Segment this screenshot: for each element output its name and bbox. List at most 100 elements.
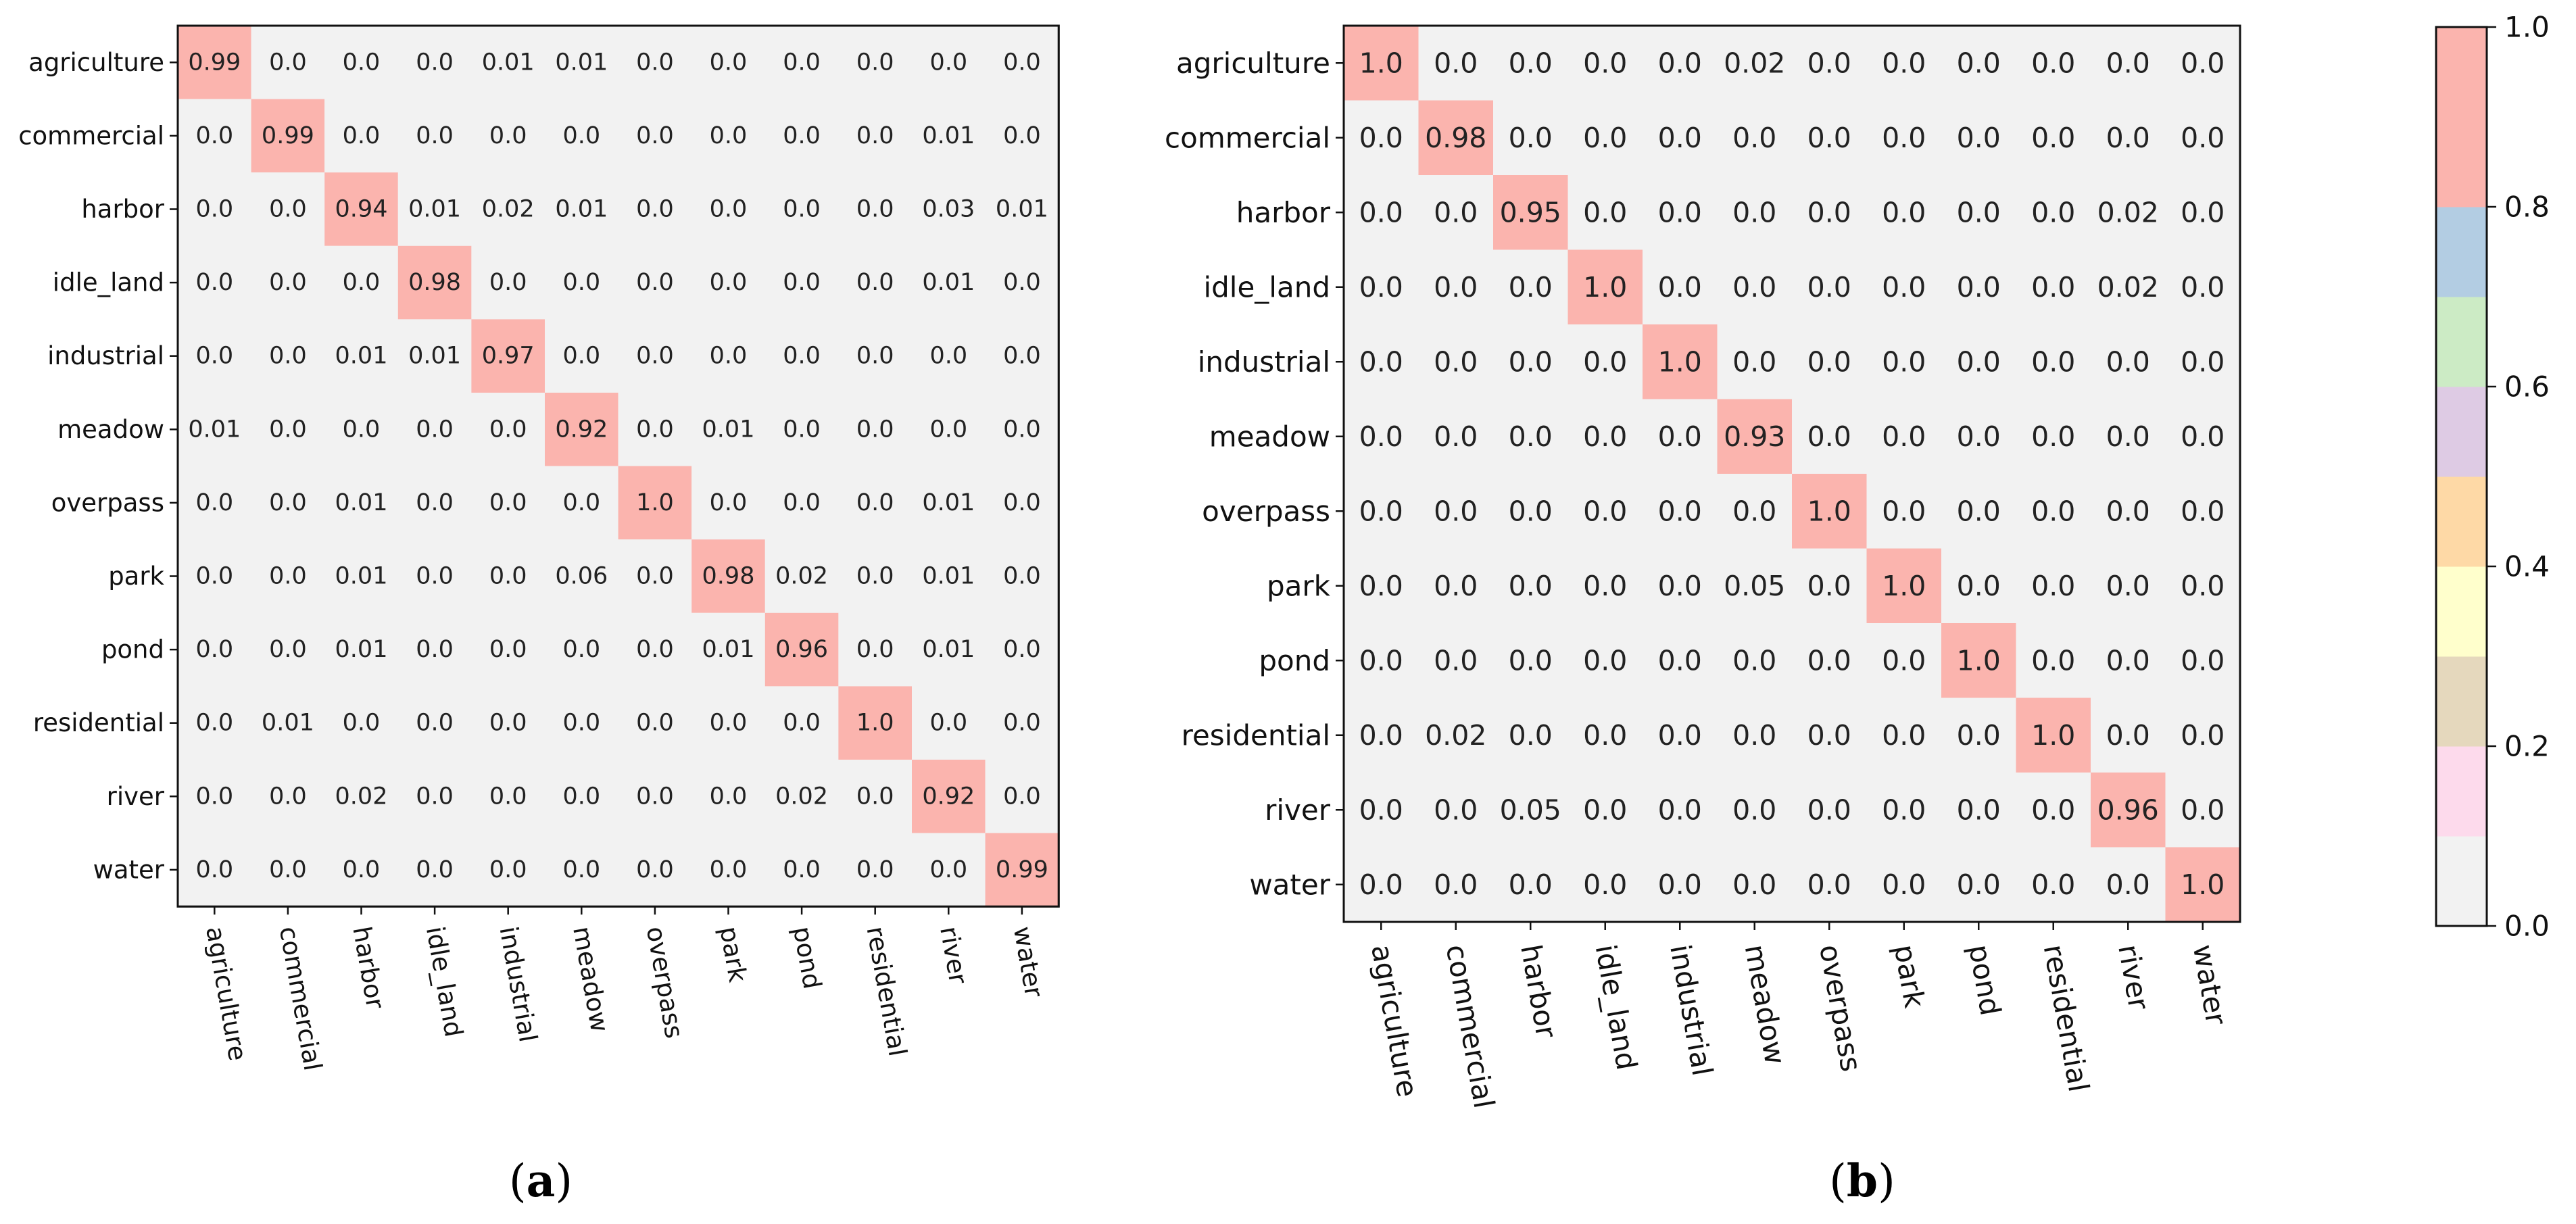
heatmap-cell (1344, 26, 1419, 101)
heatmap-cell (1866, 548, 1941, 623)
row-label: overpass (1202, 495, 1330, 528)
heatmap-cell-value: 0.0 (2031, 495, 2075, 527)
heatmap-cell (691, 393, 765, 466)
row-label: park (108, 562, 164, 591)
heatmap-cell (178, 319, 251, 393)
heatmap-cell-value: 0.0 (1003, 122, 1041, 149)
colorbar-band (2436, 566, 2487, 657)
heatmap-cell (691, 686, 765, 760)
heatmap-cell (2165, 249, 2240, 324)
heatmap-cell-value: 0.0 (1509, 420, 1553, 453)
heatmap-cell-value: 0.0 (2031, 570, 2075, 602)
colorbar-tick-label: 0.6 (2504, 370, 2550, 403)
heatmap-cell-value: 0.03 (922, 196, 975, 223)
heatmap-cell-value: 0.0 (1509, 644, 1553, 677)
heatmap-cell-value: 0.0 (1583, 644, 1627, 677)
heatmap-cell (178, 26, 251, 99)
heatmap-cell (1418, 697, 1493, 773)
heatmap-cell (764, 26, 839, 99)
heatmap-cell (1344, 623, 1419, 698)
heatmap-cell (1941, 623, 2016, 698)
heatmap-cell-value: 0.0 (1882, 719, 1926, 752)
heatmap-cell (1568, 399, 1643, 474)
heatmap-cell-value: 0.0 (783, 856, 821, 883)
heatmap-cell (1493, 847, 1568, 922)
heatmap-cell-value: 0.05 (1724, 570, 1785, 602)
heatmap-cell (471, 466, 545, 540)
caption-close-paren: ) (555, 1155, 573, 1207)
heatmap-cell (838, 393, 912, 466)
heatmap-cell (2091, 249, 2166, 324)
heatmap-cell (2016, 697, 2091, 773)
heatmap-cell-value: 0.0 (1957, 420, 2001, 453)
heatmap-cell-value: 0.01 (922, 269, 975, 296)
heatmap-cell (397, 172, 472, 246)
heatmap-cell-value: 1.0 (636, 489, 674, 516)
heatmap-cell (324, 539, 398, 613)
heatmap-cell (1493, 399, 1568, 474)
heatmap-cell (912, 26, 986, 99)
heatmap-cell (397, 319, 472, 393)
heatmap-cell-value: 0.99 (188, 49, 241, 76)
colorbar-band (2436, 27, 2487, 118)
heatmap-cell-value: 0.0 (489, 563, 527, 590)
heatmap-cell (251, 686, 325, 760)
heatmap-cell (545, 99, 618, 173)
heatmap-cell-value: 0.0 (1583, 719, 1627, 752)
heatmap-cell (397, 612, 472, 687)
heatmap-cell (1941, 474, 2016, 549)
heatmap-cell-value: 0.0 (856, 49, 894, 76)
heatmap-cell-value: 0.0 (269, 49, 307, 76)
heatmap-cell (1941, 249, 2016, 324)
heatmap-cell (1344, 847, 1419, 922)
heatmap-cell (764, 539, 839, 613)
heatmap-cell (1418, 175, 1493, 250)
heatmap-cell (1717, 847, 1792, 922)
heatmap-cell-value: 0.0 (489, 710, 527, 737)
column-label: idle_land (1589, 942, 1644, 1073)
heatmap-cell-value: 0.01 (555, 196, 608, 223)
heatmap-cell (1866, 26, 1941, 101)
panel-caption: (b) (1829, 1154, 1895, 1207)
heatmap-cell-value: 0.0 (856, 489, 894, 516)
heatmap-cell-value: 0.0 (636, 636, 674, 663)
heatmap-cell-value: 0.93 (1724, 420, 1785, 453)
heatmap-cell (1717, 399, 1792, 474)
heatmap-cell (1568, 773, 1643, 848)
heatmap-cell (471, 172, 545, 246)
heatmap-cell (251, 245, 325, 320)
heatmap-cell-value: 1.0 (1658, 345, 1702, 378)
heatmap-cell-value: 0.0 (489, 856, 527, 883)
heatmap-cell-value: 0.0 (416, 489, 454, 516)
row-label: harbor (81, 195, 164, 224)
heatmap-cell-value: 0.0 (1003, 636, 1041, 663)
heatmap-cell-value: 0.0 (1732, 495, 1776, 527)
heatmap-cell-value: 0.0 (416, 636, 454, 663)
heatmap-cell-value: 0.0 (1434, 345, 1478, 378)
heatmap-cell-value: 0.0 (1359, 868, 1403, 901)
heatmap-cell (1792, 324, 1867, 399)
heatmap-cell (1643, 26, 1718, 101)
heatmap-cell (1568, 847, 1643, 922)
heatmap-cell-value: 0.0 (2031, 644, 2075, 677)
heatmap-cell-value: 0.0 (1957, 345, 2001, 378)
heatmap-cell (2091, 847, 2166, 922)
colorbar-tick-label: 0.2 (2504, 730, 2550, 763)
heatmap-cell (251, 172, 325, 246)
heatmap-cell (1418, 773, 1493, 848)
colorbar-band (2436, 476, 2487, 567)
heatmap-cell (1792, 26, 1867, 101)
heatmap-cell (618, 760, 692, 833)
heatmap-cell-value: 0.06 (555, 563, 608, 590)
heatmap-cell-value: 0.0 (1807, 868, 1851, 901)
heatmap-cell-value: 0.0 (1359, 719, 1403, 752)
heatmap-cell (838, 245, 912, 320)
heatmap-cell-value: 0.0 (1732, 793, 1776, 826)
heatmap-cell (985, 99, 1059, 173)
heatmap-cell (1344, 773, 1419, 848)
heatmap-cell-value: 0.0 (710, 343, 748, 370)
heatmap-cell (397, 833, 472, 907)
heatmap-cell-value: 0.01 (922, 563, 975, 590)
heatmap-cell-value: 0.0 (269, 269, 307, 296)
heatmap-cell-value: 0.0 (1882, 420, 1926, 453)
